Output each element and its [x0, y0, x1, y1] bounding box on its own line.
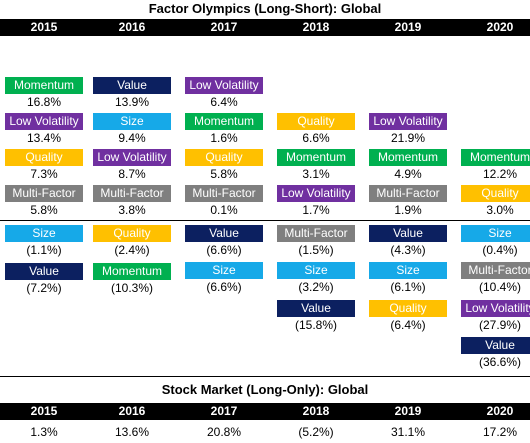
factor-return-value: 7.3%	[30, 167, 58, 181]
factor-return-value: (36.6%)	[478, 355, 522, 369]
market-return-2019: 31.1%	[390, 425, 426, 439]
factor-tile-low-volatility: Low Volatility	[5, 113, 83, 130]
factor-return-value: (1.1%)	[26, 243, 62, 257]
factor-return-value: (6.1%)	[390, 280, 426, 294]
factor-return-value: (1.5%)	[298, 243, 334, 257]
factor-tile-low-volatility: Low Volatility	[461, 300, 530, 317]
factor-return-value: 21.9%	[390, 131, 426, 145]
factor-return-value: 1.6%	[210, 131, 238, 145]
factor-return-value: 5.8%	[210, 167, 238, 181]
factor-return-value: (27.9%)	[478, 318, 522, 332]
factor-tile-quality: Quality	[93, 225, 171, 242]
factor-return-value: (6.6%)	[206, 280, 242, 294]
factor-tile-low-volatility: Low Volatility	[277, 185, 355, 202]
factor-tile-multi-factor: Multi-Factor	[461, 262, 530, 279]
factor-tile-value: Value	[185, 225, 263, 242]
factor-return-value: (6.4%)	[390, 318, 426, 332]
factor-tile-momentum: Momentum	[369, 149, 447, 166]
factor-return-value: 12.2%	[482, 167, 518, 181]
factor-return-value: (10.4%)	[478, 280, 522, 294]
year-label-2015: 2015	[30, 20, 58, 34]
year-label-2017: 2017	[210, 404, 238, 418]
year-label-2016: 2016	[118, 20, 146, 34]
factor-tile-quality: Quality	[369, 300, 447, 317]
factor-return-value: 8.7%	[118, 167, 146, 181]
positive-negative-divider	[0, 220, 530, 221]
factor-tile-size: Size	[369, 262, 447, 279]
market-return-2016: 13.6%	[114, 425, 150, 439]
year-label-2020: 2020	[486, 404, 514, 418]
factor-tile-multi-factor: Multi-Factor	[369, 185, 447, 202]
factor-tile-quality: Quality	[461, 185, 530, 202]
factor-return-value: 3.8%	[118, 203, 146, 217]
section-divider	[0, 376, 530, 377]
factor-tile-multi-factor: Multi-Factor	[5, 185, 83, 202]
factor-tile-momentum: Momentum	[185, 113, 263, 130]
year-label-2020: 2020	[486, 20, 514, 34]
factor-tile-quality: Quality	[185, 149, 263, 166]
factor-return-value: (0.4%)	[482, 243, 518, 257]
factor-return-value: 5.8%	[30, 203, 58, 217]
factor-return-value: 3.0%	[486, 203, 514, 217]
factor-return-value: 0.1%	[210, 203, 238, 217]
factor-return-value: (6.6%)	[206, 243, 242, 257]
market-return-2017: 20.8%	[206, 425, 242, 439]
factor-return-value: (4.3%)	[390, 243, 426, 257]
factor-return-value: 16.8%	[26, 95, 62, 109]
factor-tile-value: Value	[93, 77, 171, 94]
factor-return-value: (3.2%)	[298, 280, 334, 294]
factor-tile-quality: Quality	[5, 149, 83, 166]
factor-return-value: 9.4%	[118, 131, 146, 145]
factor-return-value: 13.9%	[114, 95, 150, 109]
factor-tile-multi-factor: Multi-Factor	[93, 185, 171, 202]
factor-tile-multi-factor: Multi-Factor	[277, 225, 355, 242]
factor-return-value: 1.7%	[302, 203, 330, 217]
factor-tile-momentum: Momentum	[5, 77, 83, 94]
factor-tile-size: Size	[5, 225, 83, 242]
factor-tile-value: Value	[277, 300, 355, 317]
factor-tile-value: Value	[5, 263, 83, 280]
market-return-2018: (5.2%)	[298, 425, 334, 439]
factor-return-value: (7.2%)	[26, 281, 62, 295]
market-return-2020: 17.2%	[482, 425, 518, 439]
year-label-2015: 2015	[30, 404, 58, 418]
factor-tile-momentum: Momentum	[93, 263, 171, 280]
factor-tile-multi-factor: Multi-Factor	[185, 185, 263, 202]
year-label-2017: 2017	[210, 20, 238, 34]
factor-tile-size: Size	[93, 113, 171, 130]
factor-tile-low-volatility: Low Volatility	[369, 113, 447, 130]
factor-tile-size: Size	[185, 262, 263, 279]
factor-tile-value: Value	[369, 225, 447, 242]
stock-market-title: Stock Market (Long-Only): Global	[161, 382, 369, 397]
factor-tile-size: Size	[277, 262, 355, 279]
factor-olympics-title: Factor Olympics (Long-Short): Global	[148, 1, 382, 16]
factor-return-value: (10.3%)	[110, 281, 154, 295]
factor-return-value: 4.9%	[394, 167, 422, 181]
year-label-2019: 2019	[394, 404, 422, 418]
factor-tile-quality: Quality	[277, 113, 355, 130]
year-label-2018: 2018	[302, 20, 330, 34]
factor-tile-size: Size	[461, 225, 530, 242]
factor-tile-momentum: Momentum	[461, 149, 530, 166]
factor-tile-momentum: Momentum	[277, 149, 355, 166]
factor-return-value: 3.1%	[302, 167, 330, 181]
factor-tile-low-volatility: Low Volatility	[93, 149, 171, 166]
year-header-bar: 2015 2016 2017 2018 2019 2020	[0, 19, 530, 36]
factor-return-value: 6.4%	[210, 95, 238, 109]
factor-tile-value: Value	[461, 337, 530, 354]
factor-return-value: 1.9%	[394, 203, 422, 217]
factor-tile-low-volatility: Low Volatility	[185, 77, 263, 94]
year-label-2018: 2018	[302, 404, 330, 418]
factor-return-value: 6.6%	[302, 131, 330, 145]
factor-return-value: 13.4%	[26, 131, 62, 145]
year-label-2019: 2019	[394, 20, 422, 34]
year-label-2016: 2016	[118, 404, 146, 418]
factor-return-value: (15.8%)	[294, 318, 338, 332]
year-header-bar-market: 2015 2016 2017 2018 2019 2020	[0, 403, 530, 420]
factor-return-value: (2.4%)	[114, 243, 150, 257]
market-return-2015: 1.3%	[30, 425, 58, 439]
